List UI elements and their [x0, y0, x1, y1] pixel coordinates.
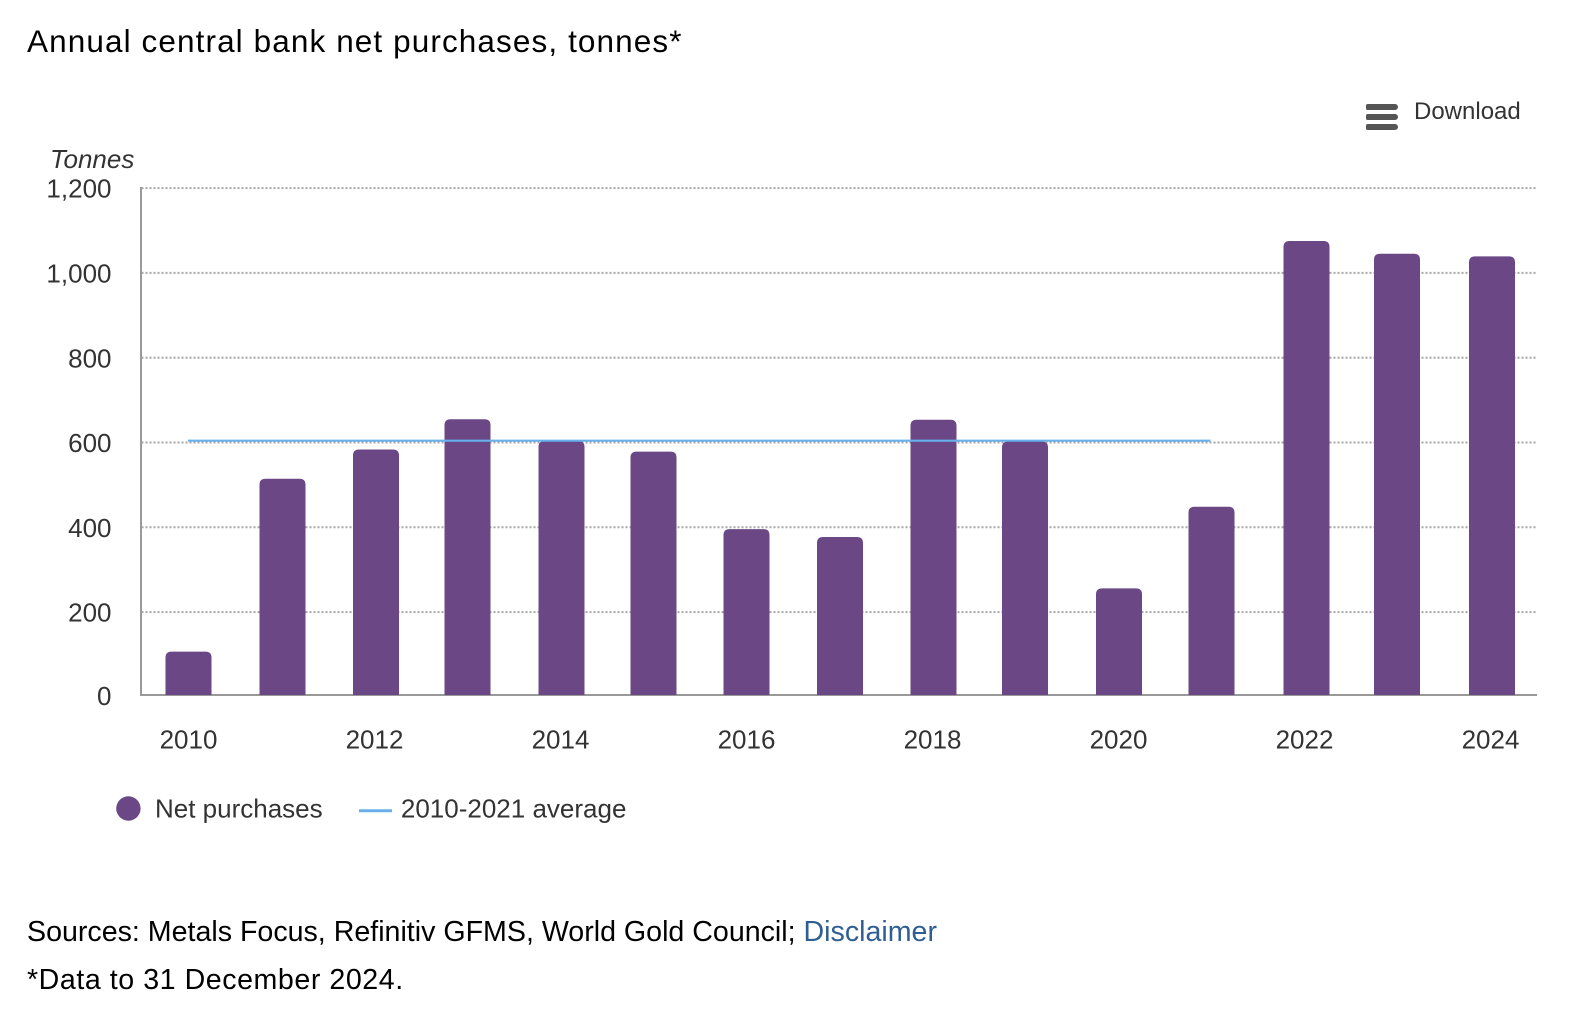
- svg-text:2022: 2022: [1276, 725, 1334, 755]
- svg-text:2024: 2024: [1462, 725, 1520, 755]
- svg-text:2010-2021 average: 2010-2021 average: [401, 793, 627, 823]
- svg-text:2012: 2012: [346, 725, 404, 755]
- svg-text:1,000: 1,000: [46, 259, 111, 289]
- svg-text:Net purchases: Net purchases: [155, 793, 323, 823]
- svg-text:2014: 2014: [532, 725, 590, 755]
- svg-text:2018: 2018: [904, 725, 962, 755]
- svg-text:800: 800: [68, 343, 111, 373]
- svg-text:600: 600: [68, 428, 111, 458]
- svg-text:2016: 2016: [718, 725, 776, 755]
- svg-text:2010: 2010: [160, 725, 218, 755]
- svg-text:200: 200: [68, 598, 111, 628]
- svg-text:0: 0: [97, 681, 111, 711]
- svg-text:Tonnes: Tonnes: [50, 144, 134, 174]
- svg-text:400: 400: [68, 513, 111, 543]
- svg-text:2020: 2020: [1090, 725, 1148, 755]
- svg-text:1,200: 1,200: [46, 174, 111, 204]
